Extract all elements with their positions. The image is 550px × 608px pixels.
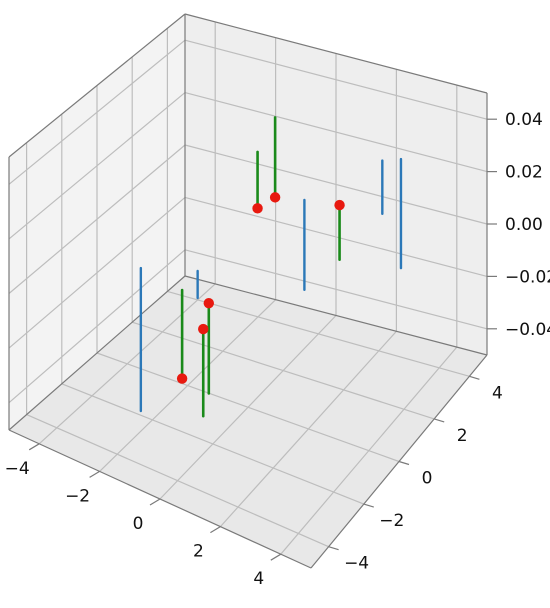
grid-z-back — [184, 249, 488, 330]
grid-z-back — [184, 39, 488, 120]
axis-edge — [8, 275, 186, 431]
y-tick-label: 4 — [492, 383, 503, 403]
axis-lines — [8, 13, 488, 569]
axis-edge — [184, 275, 488, 356]
gridlines — [8, 21, 488, 555]
x-tick — [210, 526, 221, 534]
axis-edge — [184, 13, 488, 94]
red-point — [176, 373, 188, 384]
x-tick-label: 2 — [193, 542, 204, 562]
grid-z-back — [184, 92, 488, 173]
red-point — [334, 199, 345, 211]
grid-z-back — [184, 196, 488, 277]
grid-y-floor — [219, 330, 397, 528]
tick-labels: −4 −2 0 2 4 −4 −2 0 2 4 0.04 0.02 0.00 −0.02 −0.04 — [5, 110, 550, 589]
red-point — [203, 297, 214, 309]
y-tick — [434, 418, 445, 423]
grid-y-floor — [280, 346, 458, 555]
red-point — [252, 203, 263, 214]
x-tick — [270, 553, 282, 561]
y-tick-label: 2 — [457, 426, 468, 446]
grid-z-left — [8, 144, 186, 294]
x-tick — [28, 443, 40, 451]
z-tick-label: −0.02 — [505, 267, 550, 287]
grid-z-left — [8, 196, 186, 349]
grid-z-back — [184, 144, 488, 225]
z-tick-label: −0.04 — [505, 320, 550, 340]
tick-marks — [28, 118, 497, 561]
data-series — [139, 116, 403, 418]
grid-z-left — [8, 249, 186, 404]
y-tick — [469, 375, 480, 380]
axis-edge — [8, 13, 186, 158]
z-tick-label: 0.00 — [505, 215, 543, 235]
grid-z-left — [8, 39, 186, 185]
y-tick — [363, 503, 374, 508]
floor-pane — [9, 276, 487, 568]
x-tick-label: −4 — [5, 459, 30, 479]
y-tick — [398, 460, 410, 466]
axis-panes — [9, 14, 487, 568]
grid-y-floor — [38, 283, 216, 445]
x-tick-label: 4 — [253, 569, 264, 589]
z-tick-label: 0.02 — [505, 163, 543, 183]
y-tick — [328, 546, 339, 551]
z-tick-label: 0.04 — [505, 110, 543, 130]
grid-z-left — [8, 92, 186, 240]
x-tick — [89, 470, 100, 478]
x-tick-label: 0 — [133, 514, 144, 534]
x-tick-label: −2 — [65, 486, 90, 506]
grid-y-floor — [99, 299, 277, 472]
y-tick-label: −4 — [344, 554, 369, 574]
x-tick — [149, 498, 161, 506]
y-tick-label: −2 — [379, 511, 404, 531]
red-point — [198, 323, 209, 335]
red-point — [269, 192, 281, 203]
grid-y-floor — [159, 315, 337, 500]
y-tick-label: 0 — [422, 469, 433, 489]
